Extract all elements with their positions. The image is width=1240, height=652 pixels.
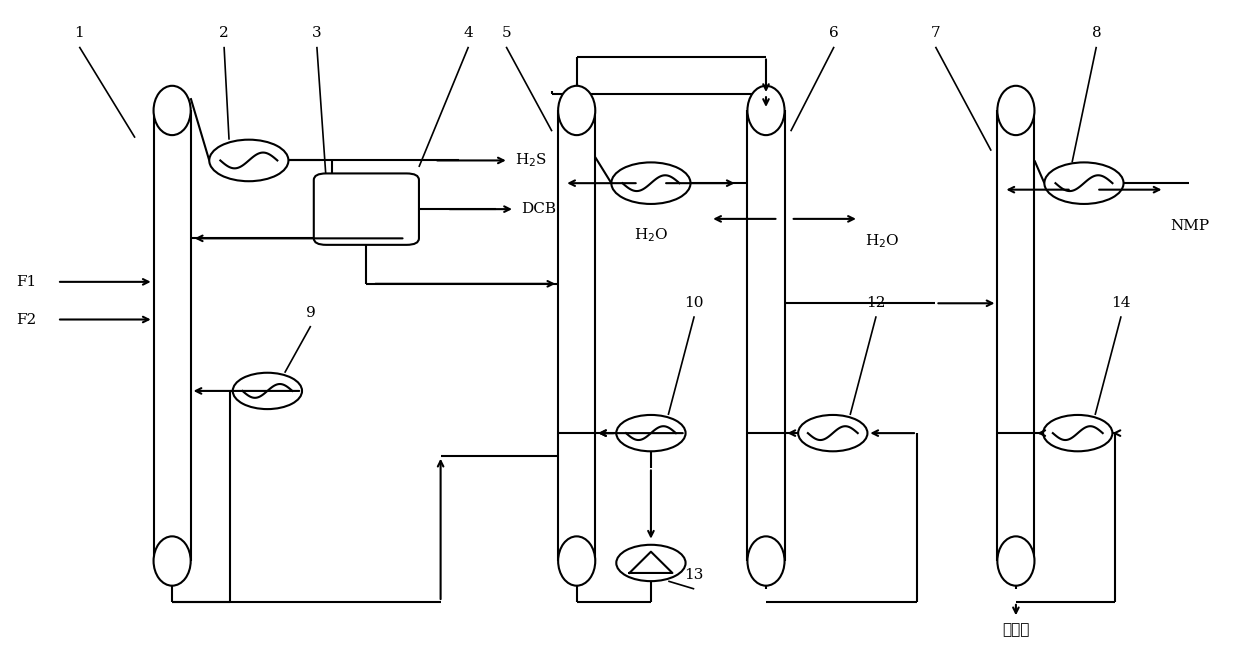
Ellipse shape [997,537,1034,585]
Ellipse shape [154,537,191,585]
Ellipse shape [154,86,191,135]
Circle shape [616,545,686,581]
Text: 重组分: 重组分 [1002,623,1029,638]
Ellipse shape [997,86,1034,135]
Ellipse shape [748,537,785,585]
Circle shape [233,373,303,409]
Text: 9: 9 [306,306,315,319]
FancyBboxPatch shape [314,173,419,245]
Text: 8: 8 [1091,26,1101,40]
Text: F2: F2 [16,312,36,327]
Circle shape [1044,162,1123,204]
Text: 12: 12 [867,296,885,310]
Circle shape [611,162,691,204]
Text: F1: F1 [16,275,36,289]
Text: 2: 2 [219,26,229,40]
Ellipse shape [558,537,595,585]
Ellipse shape [558,86,595,135]
Ellipse shape [748,86,785,135]
Text: 14: 14 [1111,296,1131,310]
Circle shape [616,415,686,451]
Text: 4: 4 [464,26,474,40]
Text: 3: 3 [312,26,321,40]
Text: H$_2$S: H$_2$S [515,152,547,170]
Circle shape [1043,415,1112,451]
Text: 5: 5 [501,26,511,40]
Text: 1: 1 [74,26,84,40]
Text: H$_2$O: H$_2$O [866,232,899,250]
Text: H$_2$O: H$_2$O [634,227,668,244]
Circle shape [799,415,868,451]
Circle shape [210,140,289,181]
Text: 10: 10 [684,296,704,310]
Text: 13: 13 [684,569,704,582]
Text: 7: 7 [931,26,940,40]
Text: DCB: DCB [521,202,556,216]
Text: NMP: NMP [1171,219,1210,233]
Text: 6: 6 [830,26,839,40]
